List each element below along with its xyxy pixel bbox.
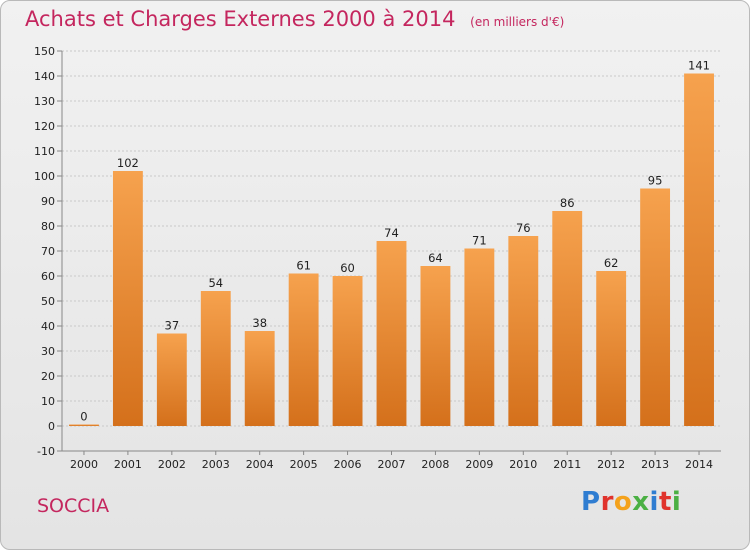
chart-title: Achats et Charges Externes 2000 à 2014 (… <box>25 7 564 31</box>
bar-2003[interactable] <box>200 291 231 426</box>
logo-letter: x <box>632 487 650 517</box>
y-tick-label: 80 <box>41 220 55 233</box>
x-tick-label-2008: 2008 <box>421 458 449 471</box>
x-tick-label-2011: 2011 <box>553 458 581 471</box>
value-label-2000: 0 <box>80 410 87 424</box>
x-tick-label-2010: 2010 <box>509 458 537 471</box>
logo-letter: i <box>649 487 659 517</box>
bar-2007[interactable] <box>376 241 407 426</box>
x-tick-label-2009: 2009 <box>465 458 493 471</box>
x-tick-label-2004: 2004 <box>246 458 274 471</box>
bar-2013[interactable] <box>640 188 671 427</box>
value-label-2006: 60 <box>340 261 355 275</box>
value-label-2013: 95 <box>648 174 663 188</box>
bar-2011[interactable] <box>552 211 583 426</box>
value-label-2002: 37 <box>165 319 180 333</box>
y-tick-label: 50 <box>41 295 55 308</box>
logo-letter: o <box>613 487 633 517</box>
value-label-2008: 64 <box>428 251 443 265</box>
bar-2001[interactable] <box>112 171 143 426</box>
x-tick-label-2012: 2012 <box>597 458 625 471</box>
y-tick-label: 140 <box>34 70 55 83</box>
y-tick-label: 70 <box>41 245 55 258</box>
value-label-2014: 141 <box>688 59 710 73</box>
chart-title-text: Achats et Charges Externes 2000 à 2014 <box>25 7 456 31</box>
value-label-2007: 74 <box>384 226 399 240</box>
value-label-2001: 102 <box>117 156 139 170</box>
bar-2012[interactable] <box>596 271 627 426</box>
bar-2004[interactable] <box>244 331 275 426</box>
y-tick-label: 130 <box>34 95 55 108</box>
value-label-2010: 76 <box>516 221 531 235</box>
x-tick-label-2003: 2003 <box>202 458 230 471</box>
y-tick-label: 60 <box>41 270 55 283</box>
x-tick-label-2013: 2013 <box>641 458 669 471</box>
y-tick-label: 0 <box>48 420 55 433</box>
bar-2005[interactable] <box>288 273 319 427</box>
y-tick-label: 20 <box>41 370 55 383</box>
proxiti-logo: Proxiti <box>581 487 681 517</box>
y-tick-label: 40 <box>41 320 55 333</box>
value-label-2005: 61 <box>296 259 311 273</box>
value-label-2009: 71 <box>472 234 487 248</box>
x-tick-label-2001: 2001 <box>114 458 142 471</box>
value-label-2003: 54 <box>208 276 223 290</box>
logo-letter: r <box>600 487 614 517</box>
y-tick-label: 150 <box>34 45 55 58</box>
x-tick-label-2002: 2002 <box>158 458 186 471</box>
commune-name: SOCCIA <box>37 495 110 517</box>
value-label-2004: 38 <box>252 316 267 330</box>
y-tick-label: 110 <box>34 145 55 158</box>
bar-2014[interactable] <box>684 73 714 427</box>
y-tick-label: 100 <box>34 170 55 183</box>
x-tick-label-2006: 2006 <box>334 458 362 471</box>
y-tick-label: 30 <box>41 345 55 358</box>
chart-subtitle: (en milliers d'€) <box>470 15 565 29</box>
y-tick-label: 10 <box>41 395 55 408</box>
x-tick-label-2000: 2000 <box>70 458 98 471</box>
y-tick-label: 90 <box>41 195 55 208</box>
bar-2000[interactable] <box>69 424 99 427</box>
bar-2002[interactable] <box>156 333 187 427</box>
y-tick-label: 120 <box>34 120 55 133</box>
logo-letter: i <box>671 487 682 517</box>
x-tick-label-2007: 2007 <box>378 458 406 471</box>
x-tick-label-2014: 2014 <box>685 458 713 471</box>
bar-2009[interactable] <box>464 248 495 427</box>
logo-letter: P <box>581 487 601 517</box>
bar-2008[interactable] <box>420 266 451 426</box>
x-tick-label-2005: 2005 <box>290 458 318 471</box>
bar-2010[interactable] <box>508 236 539 426</box>
bar-2006[interactable] <box>332 276 363 426</box>
value-label-2012: 62 <box>604 256 619 270</box>
y-tick-label: -10 <box>37 445 55 458</box>
value-label-2011: 86 <box>560 196 575 210</box>
logo-letter: t <box>658 487 672 517</box>
